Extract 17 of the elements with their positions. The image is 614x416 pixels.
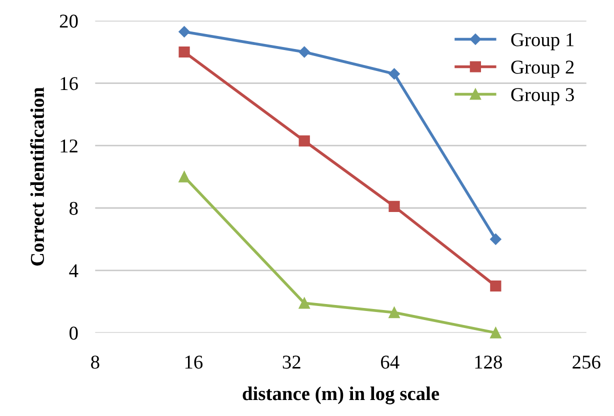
- y-axis-title: Correct identification: [30, 87, 44, 266]
- y-tick-label: 16: [60, 77, 78, 90]
- y-tick-label: 4: [69, 264, 78, 278]
- x-tick-label: 16: [185, 356, 203, 369]
- x-tick-label: 8: [91, 356, 100, 369]
- x-axis-title: distance (m) in log scale: [242, 386, 440, 404]
- legend-label: Group 3: [511, 88, 574, 106]
- x-tick-label: 128: [475, 356, 502, 369]
- y-tick-label: 0: [70, 326, 78, 340]
- y-tick-label: 12: [60, 139, 78, 152]
- x-tick-label: 256: [572, 356, 600, 369]
- y-tick-label: 20: [60, 14, 78, 28]
- x-tick-label: 32: [282, 356, 300, 369]
- legend-label: Group 2: [511, 60, 574, 78]
- y-tick-label: 8: [70, 202, 78, 215]
- legend-label: Group 1: [511, 33, 574, 50]
- x-tick-label: 64: [381, 356, 400, 369]
